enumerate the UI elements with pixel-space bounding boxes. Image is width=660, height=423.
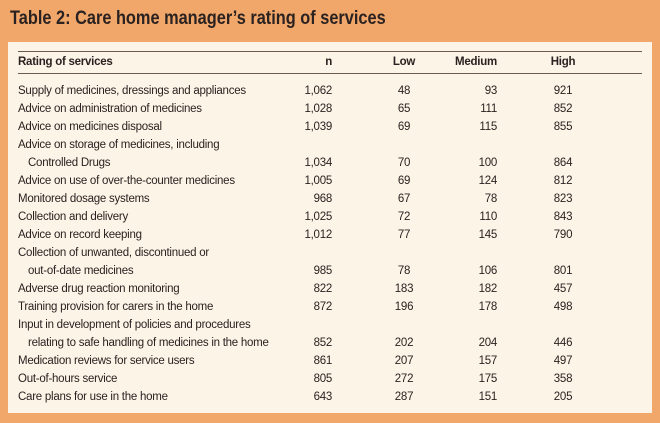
cell: 183 <box>394 283 414 295</box>
cell: 106 <box>478 265 498 277</box>
cell: 852 <box>313 337 333 349</box>
cell: 1,025 <box>304 211 332 223</box>
row-label: Advice on record keeping <box>18 229 142 241</box>
cell: 100 <box>478 157 498 169</box>
cell: 852 <box>553 103 573 115</box>
column-header: Rating of services <box>18 56 113 68</box>
cell: 115 <box>479 121 497 133</box>
row-label: Medication reviews for service users <box>18 355 195 367</box>
cell: 801 <box>553 265 573 277</box>
row-label: Collection of unwanted, discontinued or <box>18 247 209 259</box>
cell: 207 <box>394 355 414 367</box>
cell: 272 <box>394 373 414 385</box>
cell: 196 <box>394 301 414 313</box>
cell: 69 <box>397 175 411 187</box>
row-label: Care plans for use in the home <box>18 391 168 403</box>
column-header: Medium <box>455 56 497 68</box>
cell: 151 <box>478 391 498 403</box>
column-header: High <box>550 56 576 68</box>
cell: 77 <box>397 229 411 241</box>
cell: 72 <box>397 211 411 223</box>
cell: 498 <box>553 301 573 313</box>
cell: 968 <box>313 193 333 205</box>
row-label: Out-of-hours service <box>18 373 118 385</box>
cell: 69 <box>397 121 411 133</box>
cell: 78 <box>484 193 498 205</box>
column-header: Low <box>392 56 416 68</box>
cell: 287 <box>394 391 414 403</box>
cell: 843 <box>553 211 573 223</box>
cell: 70 <box>397 157 411 169</box>
cell: 1,039 <box>304 121 332 133</box>
row-label: Controlled Drugs <box>28 157 111 169</box>
cell: 497 <box>553 355 573 367</box>
cell: 1,062 <box>304 85 332 97</box>
cell: 812 <box>553 175 573 187</box>
cell: 202 <box>394 337 414 349</box>
cell: 790 <box>553 229 573 241</box>
row-label: Adverse drug reaction monitoring <box>18 283 180 295</box>
row-label: Advice on storage of medicines, includin… <box>18 139 220 151</box>
cell: 145 <box>478 229 498 241</box>
cell: 864 <box>553 157 573 169</box>
row-label: Training provision for carers in the hom… <box>18 301 214 313</box>
cell: 872 <box>313 301 333 313</box>
cell: 855 <box>553 121 573 133</box>
cell: 78 <box>397 265 411 277</box>
cell: 1,012 <box>304 229 332 241</box>
row-label: Advice on use of over-the-counter medici… <box>18 175 235 187</box>
rule <box>18 51 642 52</box>
table-title: Table 2: Care home manager’s rating of s… <box>10 8 386 29</box>
cell: 1,028 <box>304 103 332 115</box>
cell: 67 <box>397 193 411 205</box>
cell: 204 <box>478 337 498 349</box>
cell: 985 <box>313 265 333 277</box>
cell: 921 <box>553 85 573 97</box>
cell: 1,034 <box>304 157 332 169</box>
cell: 205 <box>553 391 573 403</box>
table-panel: Rating of services n Low Medium High Supply o… <box>8 42 652 413</box>
cell: 182 <box>478 283 498 295</box>
cell: 823 <box>553 193 573 205</box>
cell: 178 <box>478 301 498 313</box>
row-label: relating to safe handling of medicines i… <box>28 337 269 349</box>
cell: 65 <box>397 103 411 115</box>
cell: 358 <box>553 373 573 385</box>
row-label: Collection and delivery <box>18 211 128 223</box>
row-label: Monitored dosage systems <box>18 193 150 205</box>
cell: 861 <box>313 355 333 367</box>
cell: 124 <box>478 175 498 187</box>
column-header: n <box>325 56 332 68</box>
rule <box>18 73 642 74</box>
cell: 157 <box>478 355 498 367</box>
cell: 110 <box>479 211 497 223</box>
cell: 446 <box>553 337 573 349</box>
cell: 457 <box>553 283 573 295</box>
cell: 111 <box>480 103 497 115</box>
row-label: Supply of medicines, dressings and appli… <box>18 85 246 97</box>
cell: 1,005 <box>304 175 332 187</box>
row-label: out-of-date medicines <box>28 265 134 277</box>
cell: 48 <box>397 85 411 97</box>
cell: 93 <box>484 85 498 97</box>
cell: 805 <box>313 373 333 385</box>
cell: 643 <box>313 391 333 403</box>
row-label: Advice on medicines disposal <box>18 121 162 133</box>
cell: 175 <box>478 373 498 385</box>
row-label: Advice on administration of medicines <box>18 103 202 115</box>
cell: 822 <box>313 283 333 295</box>
row-label: Input in development of policies and pro… <box>18 319 251 331</box>
